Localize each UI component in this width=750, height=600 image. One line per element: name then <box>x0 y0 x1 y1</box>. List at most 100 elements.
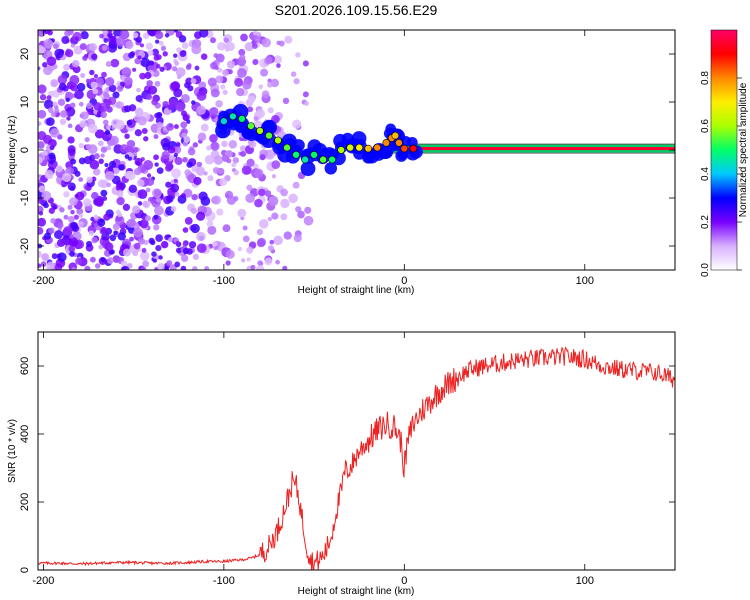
spectrogram-noise-point <box>93 214 99 220</box>
spectrogram-noise-point <box>264 56 273 65</box>
spectrogram-noise-point <box>100 111 107 119</box>
spectrogram-noise-point <box>65 97 70 102</box>
spectrogram-ridge-point <box>395 139 403 147</box>
spectrogram-noise-point <box>38 250 42 259</box>
spectrogram-noise-point <box>145 187 151 193</box>
spectrogram-noise-point <box>173 30 179 33</box>
colorbar-gradient <box>710 29 738 271</box>
spectrogram-noise-point <box>200 123 209 132</box>
spectrogram-noise-point <box>238 48 246 56</box>
spectrogram-noise-point <box>255 265 265 270</box>
spectrogram-noise-point <box>140 266 147 270</box>
spectrogram-noise-point <box>91 191 99 200</box>
spectrogram-noise-point <box>71 59 80 68</box>
spectrogram-noise-point <box>209 134 218 143</box>
spectrogram-noise-point <box>61 36 70 45</box>
spectrogram-noise-point <box>66 116 71 121</box>
spectrogram-noise-point <box>271 160 281 170</box>
spectrogram-noise-point <box>192 142 199 148</box>
spectrogram-noise-point <box>85 240 93 247</box>
spectrogram-noise-point <box>181 42 189 49</box>
spectrogram-noise-point <box>191 44 202 55</box>
spectrogram-noise-point <box>226 60 236 69</box>
spectrogram-noise-point <box>180 265 187 270</box>
spectrogram-ridge-point <box>328 155 336 164</box>
spectrogram-noise-point <box>154 205 164 216</box>
snr-panel: -200 -100 0 100 0 200 400 600 Height of straig… <box>7 331 676 597</box>
spectrogram-noise-point <box>125 40 134 50</box>
spectrogram-noise-point <box>105 99 112 106</box>
spectrogram-noise-point <box>188 241 197 249</box>
spectrogram-noise-point <box>213 53 219 58</box>
spectrogram-noise-point <box>164 164 173 172</box>
spectrogram-noise-point <box>89 159 100 170</box>
spectrogram-noise-point <box>63 214 69 220</box>
spectrogram-noise-point <box>83 198 92 207</box>
spectrogram-noise-point <box>130 51 136 57</box>
spectrogram-noise-point <box>50 111 57 118</box>
spectrogram-noise-point <box>108 249 114 255</box>
spectrogram-noise-point <box>173 152 178 158</box>
spectrogram-noise-point <box>137 55 142 60</box>
spectrogram-noise-point <box>295 206 302 213</box>
spectrogram-noise-point <box>44 155 50 161</box>
spectrogram-noise-point <box>166 123 175 131</box>
spectrogram-noise-point <box>141 247 147 253</box>
spectrogram-noise-point <box>38 179 42 184</box>
spectrogram-noise-point <box>204 266 210 270</box>
spectrogram-noise-point <box>227 69 233 75</box>
spectrogram-noise-point <box>101 45 108 51</box>
spectrogram-noise-point <box>106 124 111 130</box>
spectrogram-noise-point <box>250 264 256 270</box>
spectrogram-ridge-point <box>373 143 382 152</box>
spectrogram-noise-point <box>103 38 109 43</box>
spectrogram-noise-point <box>53 64 58 69</box>
spectrogram-noise-point <box>68 245 75 253</box>
spectrogram-noise-point <box>207 77 217 87</box>
spectrogram-noise-point <box>38 185 46 193</box>
spectrogram-noise-point <box>174 261 181 268</box>
spectrogram-noise-point <box>196 161 203 168</box>
spectrogram-noise-point <box>99 33 104 39</box>
x-tick-label: -100 <box>213 275 235 287</box>
spectrogram-noise-point <box>80 111 89 120</box>
spectrogram-noise-point <box>104 162 109 168</box>
spectrogram-noise-point <box>74 89 84 100</box>
spectrogram-noise-point <box>142 260 150 268</box>
carrier-line <box>386 147 675 151</box>
spectrogram-x-label: Height of straight line (km) <box>298 285 415 296</box>
spectrogram-noise-point <box>59 118 67 125</box>
spectrogram-noise-point <box>106 145 112 151</box>
spectrogram-ridge-point <box>301 155 309 164</box>
colorbar-tick-label: 0.6 <box>700 119 711 133</box>
spectrogram-noise-point <box>252 43 258 49</box>
spectrogram-noise-point <box>52 101 58 107</box>
spectrogram-noise-point <box>302 60 309 67</box>
spectrogram-noise-point <box>67 123 73 129</box>
spectrogram-noise-point <box>115 182 125 192</box>
spectrogram-noise-point <box>119 81 125 87</box>
spectrogram-noise-point <box>226 195 237 205</box>
spectrogram-noise-point <box>84 137 90 143</box>
spectrogram-noise-point <box>222 69 229 77</box>
spectrogram-noise-point <box>57 222 64 229</box>
spectrogram-noise-point <box>135 36 143 43</box>
y-tick-label: 400 <box>19 425 31 443</box>
spectrogram-noise-point <box>140 57 151 68</box>
spectrogram-noise-point <box>116 85 124 92</box>
spectrogram-ridge-point <box>391 131 400 140</box>
y-tick-label: -10 <box>19 190 31 206</box>
spectrogram-noise-point <box>123 248 131 257</box>
spectrogram-noise-point <box>167 190 174 197</box>
spectrogram-noise-point <box>97 218 106 227</box>
spectrogram-noise-point <box>225 41 235 52</box>
spectrogram-noise-point <box>87 144 98 154</box>
spectrogram-noise-point <box>116 196 125 206</box>
spectrogram-noise-point <box>57 252 67 262</box>
spectrogram-noise-point <box>38 211 44 216</box>
spectrogram-noise-point <box>293 234 302 243</box>
spectrogram-ridge-halo <box>395 149 408 162</box>
spectrogram-noise-point <box>159 66 165 72</box>
snr-x-ticks: -200 -100 0 100 <box>32 332 594 587</box>
spectrogram-noise-point <box>182 247 190 255</box>
